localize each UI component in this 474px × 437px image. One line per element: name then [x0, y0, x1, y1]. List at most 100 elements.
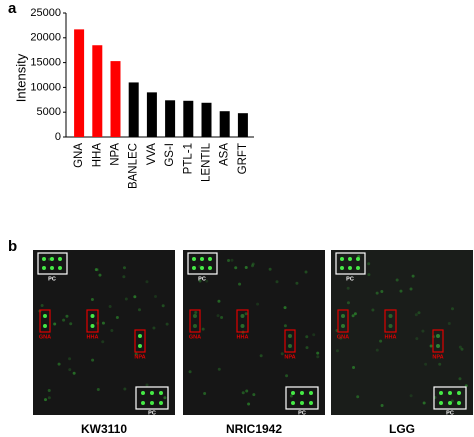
spot-box [189, 309, 201, 333]
spot [43, 314, 47, 318]
spot [240, 324, 245, 328]
spot [457, 391, 461, 395]
bar [92, 45, 103, 137]
spot [291, 401, 295, 405]
spot [346, 301, 350, 305]
spot [154, 294, 158, 298]
spot [395, 278, 399, 282]
y-tick-label: 0 [55, 131, 61, 143]
x-tick-label: LENTIL [201, 142, 213, 182]
x-tick-label: ASA [219, 143, 231, 166]
y-axis-label: Intensity [13, 53, 28, 102]
spot-label: PC [446, 410, 454, 416]
spot [50, 266, 54, 270]
spot [72, 371, 76, 375]
x-tick-label: GS-I [164, 143, 176, 167]
spot-label: HHA [237, 334, 249, 340]
spot [220, 316, 224, 320]
spot [193, 314, 197, 318]
spot [241, 391, 245, 395]
spot [371, 308, 375, 312]
spot [58, 266, 62, 270]
spot [58, 257, 62, 261]
spot [316, 351, 320, 355]
spot [316, 355, 320, 359]
spot [47, 396, 51, 400]
bar [165, 100, 176, 137]
spot [379, 339, 383, 343]
spot [115, 315, 119, 319]
spot [150, 401, 154, 405]
spot [300, 391, 304, 395]
spot [367, 273, 371, 277]
spot-label: NPA [284, 354, 295, 360]
x-tick-label: BANLEC [128, 143, 140, 189]
spot [217, 299, 221, 303]
spot [348, 266, 352, 270]
spot [40, 304, 44, 308]
spot [192, 257, 196, 261]
spot-box [37, 252, 68, 275]
spot [309, 401, 313, 405]
spot [188, 370, 192, 374]
spot [415, 337, 419, 341]
spot [375, 348, 379, 352]
sample-name: NRIC1942 [226, 422, 282, 436]
spot [159, 401, 163, 405]
spot [335, 349, 339, 353]
spot [50, 257, 54, 261]
spot-label: NPA [432, 354, 443, 360]
spot [251, 262, 255, 266]
spot-label: PC [198, 276, 206, 282]
spot [203, 392, 207, 396]
spot [417, 311, 421, 315]
spot [240, 314, 245, 318]
spot [309, 391, 313, 395]
sample-name: LGG [389, 422, 415, 436]
spot [230, 258, 234, 262]
spot [98, 273, 102, 277]
spot-box [134, 329, 146, 353]
spot [163, 396, 167, 400]
spot-box [284, 329, 296, 353]
spot [208, 257, 212, 261]
spot [217, 367, 221, 371]
spot [245, 389, 249, 393]
spot [291, 391, 295, 395]
spot [380, 404, 384, 408]
spot [244, 266, 248, 270]
spot [57, 362, 61, 366]
bar [201, 102, 212, 137]
spot [94, 268, 98, 272]
spot [252, 393, 256, 397]
spot [96, 387, 100, 391]
array-background [183, 250, 325, 415]
spot [283, 324, 287, 328]
spot [193, 324, 197, 328]
spot-box [337, 309, 349, 333]
bar [110, 61, 121, 137]
spot [288, 344, 292, 348]
spot [411, 274, 415, 278]
spot [133, 295, 137, 299]
spot [450, 307, 454, 311]
spot [47, 388, 51, 392]
spot-label: HHA [385, 334, 397, 340]
x-tick-label: GNA [73, 143, 85, 168]
spot [312, 333, 316, 337]
spot [353, 312, 357, 316]
spot [429, 344, 433, 348]
spot [247, 402, 251, 406]
spot [458, 377, 462, 381]
spot [436, 334, 440, 338]
spot [138, 344, 142, 348]
spot [460, 347, 464, 351]
bar [74, 29, 85, 138]
spot [238, 282, 242, 286]
spot [289, 394, 293, 398]
spot [439, 391, 443, 395]
spot [145, 280, 149, 284]
y-tick-label: 20000 [30, 32, 61, 44]
bar [128, 82, 139, 137]
x-tick-label: VVA [146, 143, 158, 165]
